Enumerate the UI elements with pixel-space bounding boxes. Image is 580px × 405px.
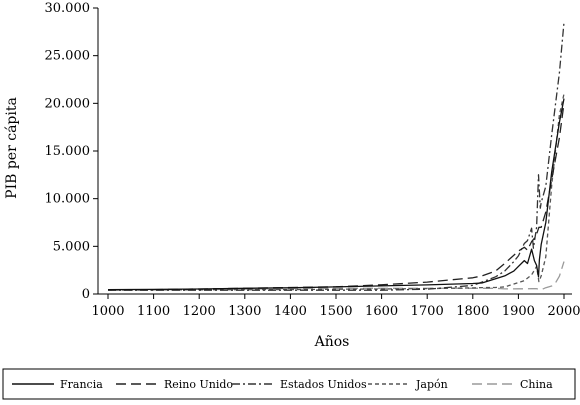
x-tick-label: 1900 (502, 304, 535, 319)
y-tick-label: 5.000 (53, 239, 90, 254)
y-tick-label: 30.000 (45, 1, 91, 16)
series-lines (107, 22, 565, 291)
x-tick-label: 1800 (456, 304, 489, 319)
plot-area (97, 8, 572, 295)
y-axis-title: PIB per cápita (4, 97, 20, 199)
x-tick-label: 1300 (228, 304, 261, 319)
y-tick-label: 25.000 (45, 49, 91, 64)
legend-label-china: China (520, 378, 553, 391)
x-tick-label: 1700 (411, 304, 444, 319)
series-line-china (108, 261, 565, 291)
x-axis: 1000 1100 1200 1300 1400 1500 1600 1700 1800 1900… (91, 294, 580, 319)
series-line-estados-unidos (108, 22, 565, 291)
legend-label-estados-unidos: Estados Unidos (280, 378, 367, 391)
series-line-francia (107, 98, 565, 291)
x-tick-label: 1400 (274, 304, 307, 319)
series-line-japon (107, 93, 565, 291)
legend-label-francia: Francia (60, 378, 103, 391)
x-tick-label: 1500 (319, 304, 352, 319)
y-tick-label: 20.000 (45, 96, 91, 111)
x-tick-label: 1600 (365, 304, 398, 319)
x-axis-title: Años (314, 334, 350, 350)
x-tick-label: 1100 (137, 304, 170, 319)
y-tick-label: 0 (82, 287, 90, 302)
x-tick-label: 1200 (183, 304, 216, 319)
y-tick-label: 15.000 (45, 144, 91, 159)
y-axis: 0 5.000 10.000 15.000 20.000 25.000 30.000 (45, 1, 98, 302)
legend-label-japon: Japón (415, 378, 448, 391)
y-tick-label: 10.000 (45, 192, 91, 207)
series-line-reino-unido (107, 103, 565, 291)
legend-label-reino-unido: Reino Unido (164, 378, 233, 391)
x-tick-label: 2000 (547, 304, 580, 319)
x-tick-label: 1000 (91, 304, 124, 319)
legend: Francia Reino Unido Estados Unidos Japón Chi… (2, 368, 576, 400)
